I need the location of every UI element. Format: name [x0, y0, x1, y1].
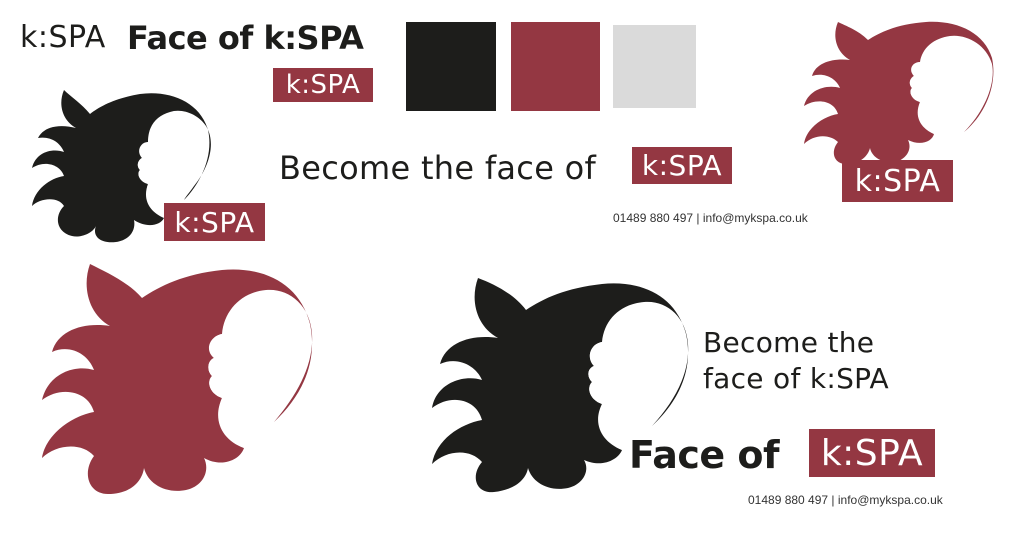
swatch-light-grey	[613, 25, 696, 108]
badge-label: k:SPA	[285, 70, 361, 100]
kspa-badge-small: k:SPA	[273, 68, 373, 102]
badge-label: k:SPA	[854, 163, 941, 199]
swatch-maroon	[511, 22, 600, 111]
face-of-kspa-title: Face of k:SPA	[127, 19, 364, 57]
tagline-line-2: face of k:SPA	[703, 362, 889, 395]
badge-label: k:SPA	[174, 205, 255, 239]
kspa-badge-left: k:SPA	[164, 203, 265, 241]
tagline-become-the-face: Become the face of	[279, 149, 597, 187]
badge-label: k:SPA	[820, 432, 924, 474]
swatch-black	[406, 22, 496, 111]
woman-hair-silhouette-icon	[32, 90, 211, 243]
kspa-badge-tagline: k:SPA	[632, 147, 732, 184]
kspa-badge-large: k:SPA	[809, 429, 935, 477]
badge-label: k:SPA	[641, 149, 723, 182]
woman-hair-silhouette-icon	[432, 278, 689, 493]
wordmark-kspa: k:SPA	[20, 20, 106, 55]
woman-hair-silhouette-icon	[804, 21, 994, 164]
woman-hair-silhouette-icon	[42, 264, 313, 494]
contact-info-top: 01489 880 497 | info@mykspa.co.uk	[613, 211, 808, 225]
kspa-badge-right: k:SPA	[842, 160, 953, 202]
contact-info-bottom: 01489 880 497 | info@mykspa.co.uk	[748, 493, 943, 507]
tagline-line-1: Become the	[703, 326, 875, 359]
face-of-label: Face of	[629, 433, 780, 477]
